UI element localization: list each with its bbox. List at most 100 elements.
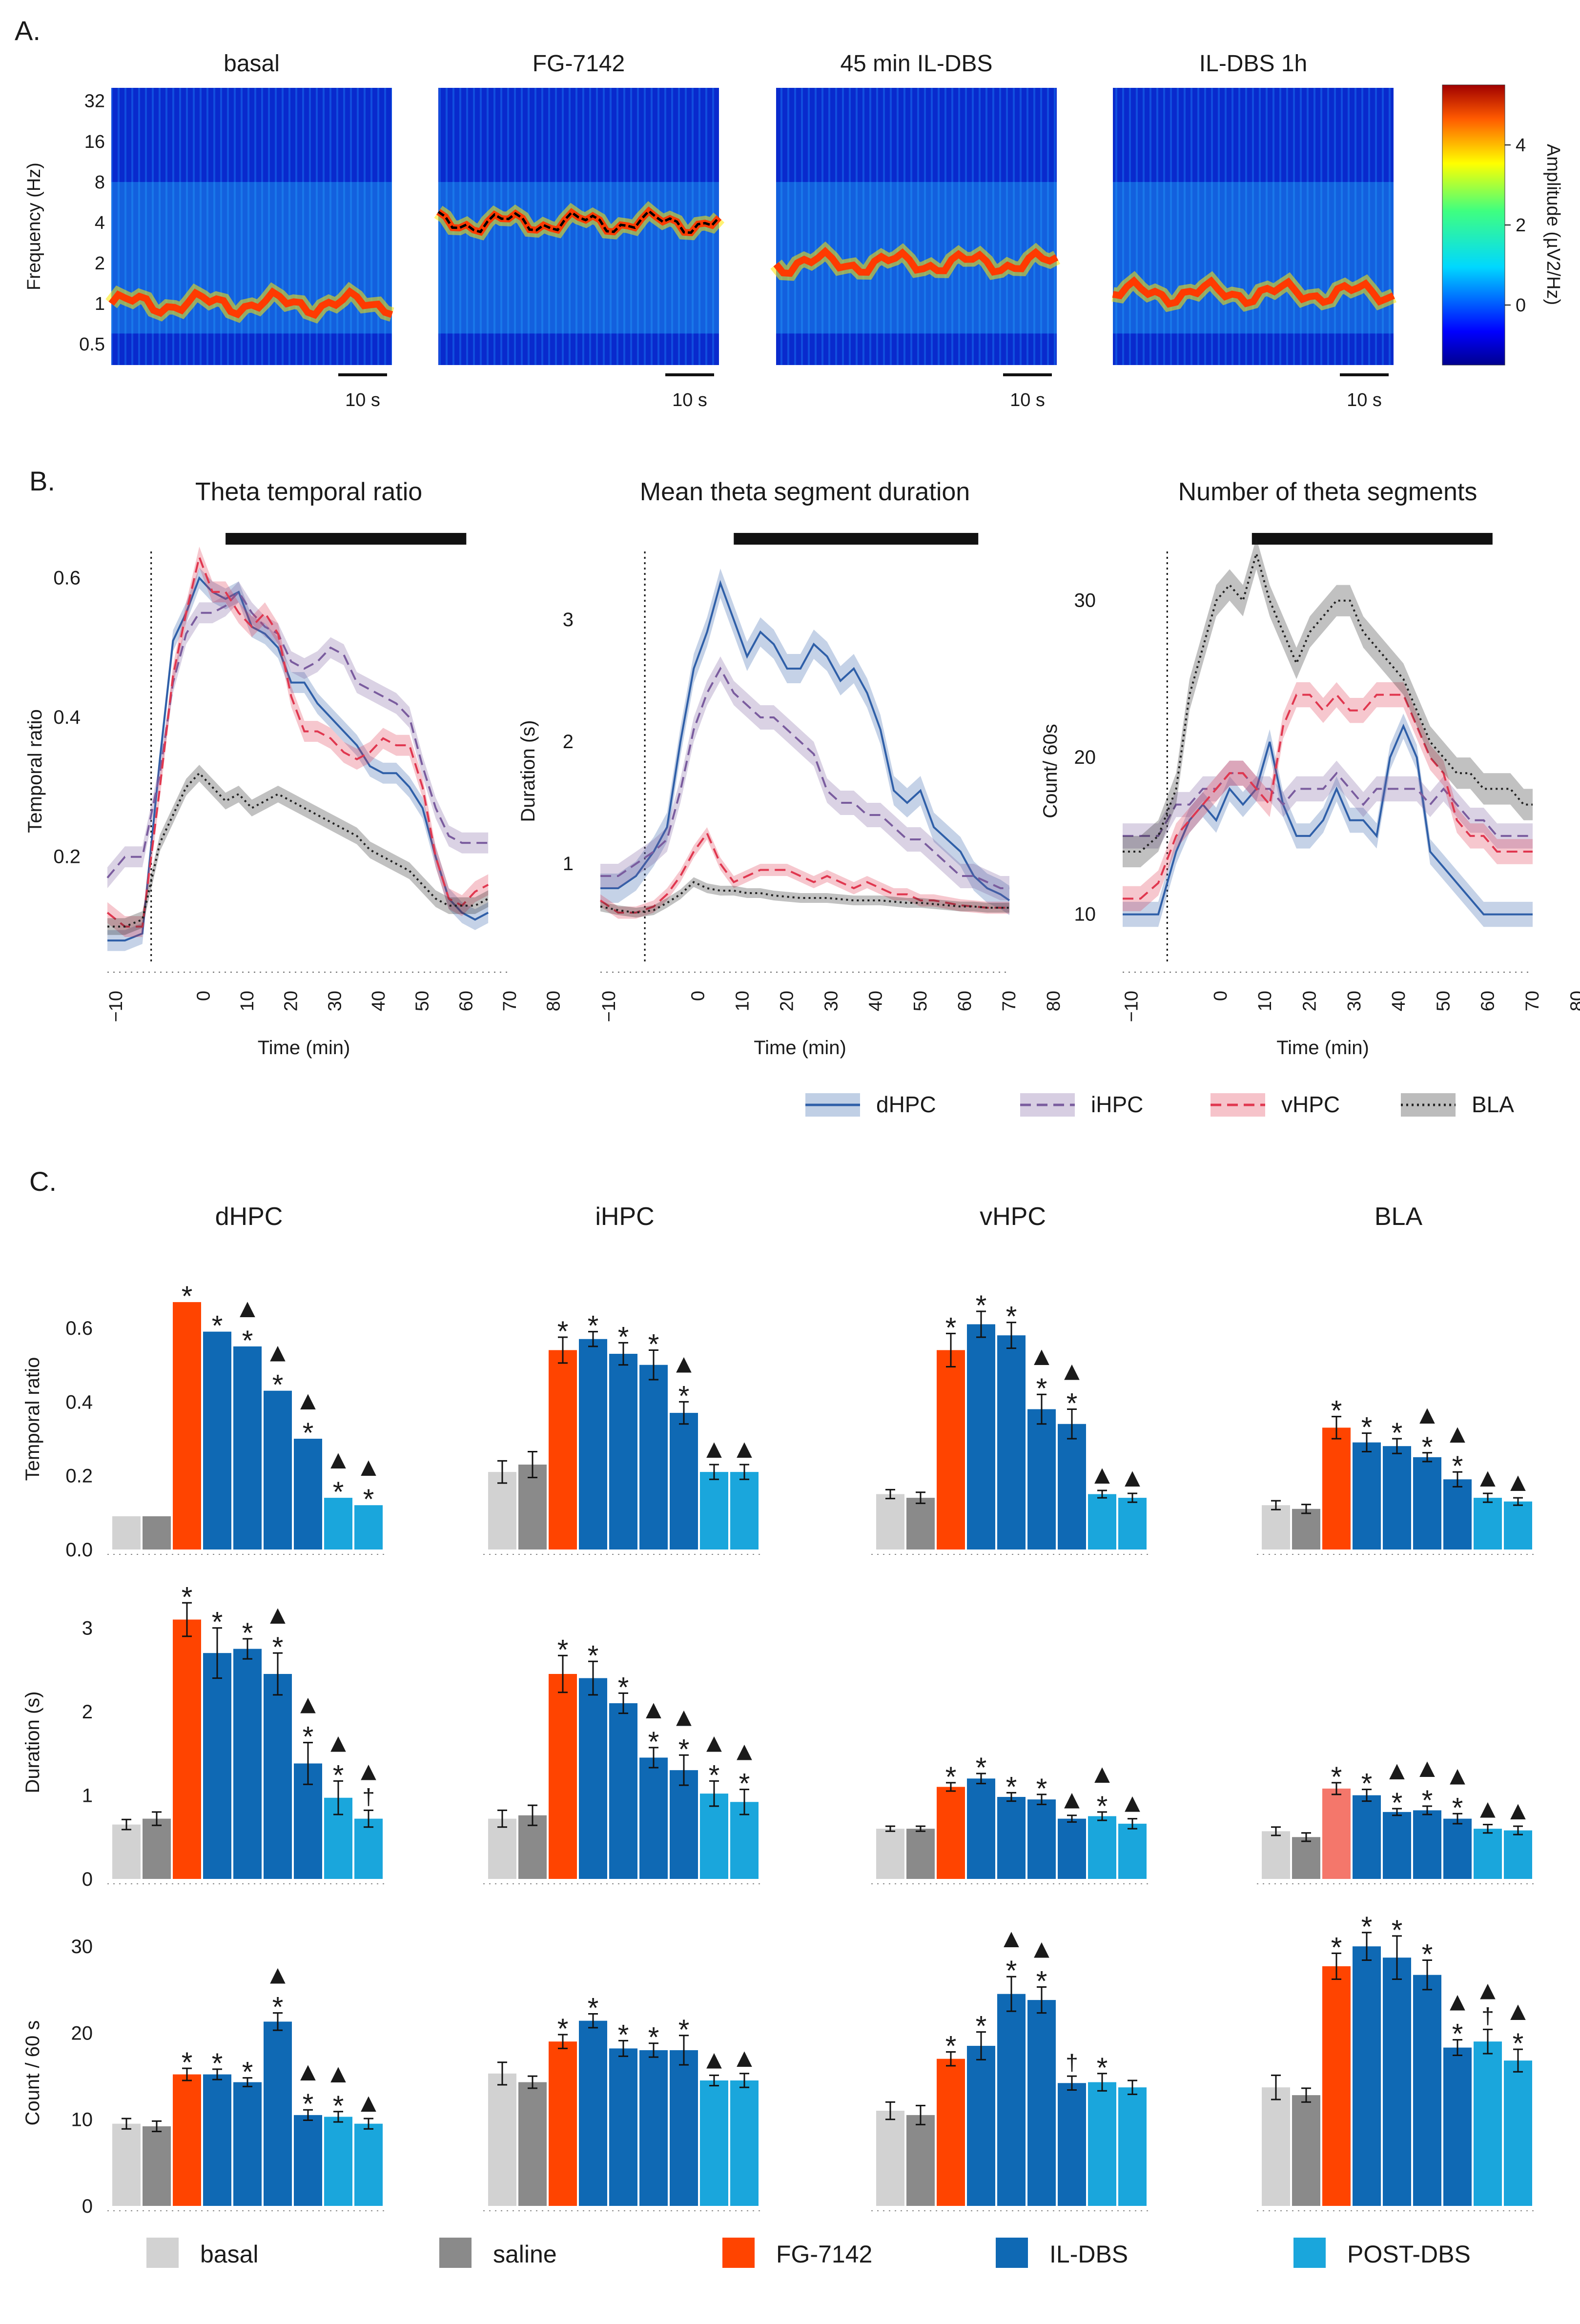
significance-star: *	[1452, 2018, 1463, 2050]
x-tick-label: 10	[1255, 991, 1275, 1011]
bar	[1292, 2095, 1320, 2206]
legend-label: saline	[493, 2241, 557, 2268]
y-tick-label: 0.6	[65, 1318, 93, 1339]
bar	[639, 2050, 668, 2206]
subplot-title: Theta temporal ratio	[195, 478, 422, 506]
y-tick-label: 0.6	[53, 567, 81, 589]
significance-star: *	[1392, 1915, 1403, 1946]
bar	[1262, 2087, 1290, 2206]
y-tick-label: 30	[1074, 590, 1096, 612]
x-tick-label: 10	[237, 991, 258, 1011]
spectrogram-glow	[438, 182, 719, 334]
bar	[1118, 1498, 1147, 1549]
significance-triangle: ▲	[1444, 1987, 1470, 2017]
significance-triangle: ▲	[295, 1386, 321, 1415]
legend-label: POST-DBS	[1347, 2241, 1471, 2268]
x-tick-label: 70	[999, 991, 1020, 1011]
bar	[173, 1619, 201, 1879]
bar	[1443, 1479, 1472, 1549]
series-band-bla	[1123, 538, 1533, 868]
bar	[876, 2111, 904, 2206]
significance-triangle: ▲	[355, 1756, 381, 1786]
significance-star: *	[1036, 1773, 1047, 1805]
significance-dagger: †	[362, 1784, 375, 1809]
bar	[1322, 1966, 1351, 2206]
x-tick-label: 80	[1567, 991, 1580, 1011]
significance-triangle: ▲	[1444, 1761, 1470, 1790]
significance-star: *	[212, 1607, 223, 1638]
freq-tick-label: 4	[95, 213, 105, 233]
significance-triangle: ▲	[1505, 1468, 1531, 1497]
x-tick-label: 10	[732, 991, 753, 1011]
significance-triangle: ▲	[325, 1728, 351, 1757]
significance-star: *	[588, 1992, 599, 2024]
significance-star: *	[242, 1325, 253, 1357]
bar	[1322, 1427, 1351, 1549]
scale-bar-label: 10 s	[672, 390, 707, 410]
significance-triangle: ▲	[1505, 1997, 1531, 2026]
freq-tick-label: 8	[95, 172, 105, 193]
bar	[203, 1653, 231, 1879]
significance-triangle: ▲	[1089, 1759, 1115, 1789]
series-line-dhpc	[600, 580, 1010, 901]
bar	[1413, 1457, 1441, 1549]
x-axis-label: Time (min)	[754, 1037, 846, 1059]
bar	[906, 1829, 935, 1879]
significance-star: *	[945, 2030, 957, 2062]
bar	[112, 1516, 141, 1549]
series-band-vhpc	[600, 827, 1009, 919]
significance-triangle: ▲	[1384, 1756, 1410, 1785]
series-line-vhpc	[106, 553, 489, 928]
bar	[967, 1324, 995, 1549]
y-tick-label: 0.0	[65, 1539, 93, 1561]
significance-star: *	[1097, 2052, 1108, 2084]
column-title: iHPC	[595, 1203, 654, 1231]
bar	[700, 2080, 728, 2206]
y-tick-label: 0	[82, 1869, 93, 1890]
significance-triangle: ▲	[295, 1690, 321, 1719]
freq-tick-label: 0.5	[79, 334, 105, 355]
significance-star: *	[333, 1759, 344, 1791]
significance-dagger: †	[1066, 2050, 1078, 2075]
bar	[549, 1674, 577, 1879]
bar	[233, 1649, 262, 1879]
freq-tick-label: 32	[84, 91, 105, 112]
significance-star: *	[976, 1290, 987, 1322]
x-tick-label: 50	[910, 991, 931, 1011]
subplot-title: Number of theta segments	[1178, 478, 1477, 506]
bar	[670, 1413, 698, 1549]
significance-star: *	[333, 1476, 344, 1508]
series-band-vhpc	[1123, 682, 1533, 912]
series-band-ihpc	[600, 656, 1009, 900]
significance-triangle: ▲	[701, 1728, 727, 1757]
bar	[967, 1778, 995, 1879]
bar	[1353, 1795, 1381, 1879]
bar	[549, 1350, 577, 1549]
legend-label-bla: BLA	[1472, 1092, 1514, 1117]
significance-star: *	[618, 1672, 629, 1703]
series-line-vhpc	[599, 831, 1009, 914]
significance-star: *	[303, 2088, 314, 2120]
significance-triangle: ▲	[998, 1924, 1024, 1953]
bar	[639, 1365, 668, 1549]
bar	[1118, 2087, 1147, 2206]
legend-swatch	[996, 2238, 1028, 2268]
significance-triangle: ▲	[1475, 1463, 1500, 1492]
legend-label-ihpc: iHPC	[1091, 1092, 1143, 1117]
column-title: dHPC	[215, 1203, 283, 1231]
significance-star: *	[557, 1634, 569, 1666]
bar	[1262, 1505, 1290, 1549]
bar	[1027, 1799, 1056, 1879]
bar	[488, 1818, 516, 1879]
significance-triangle: ▲	[731, 1434, 757, 1464]
significance-triangle: ▲	[731, 2043, 757, 2073]
significance-star: *	[1361, 1911, 1373, 1943]
significance-star: *	[1513, 2028, 1524, 2059]
x-tick-label: −10	[599, 991, 619, 1022]
x-tick-label: 30	[325, 991, 345, 1011]
bar	[354, 2123, 383, 2206]
significance-star: *	[618, 2019, 629, 2051]
series-line-ihpc	[106, 590, 489, 878]
x-tick-label: 20	[281, 991, 302, 1011]
significance-star: *	[618, 1321, 629, 1353]
